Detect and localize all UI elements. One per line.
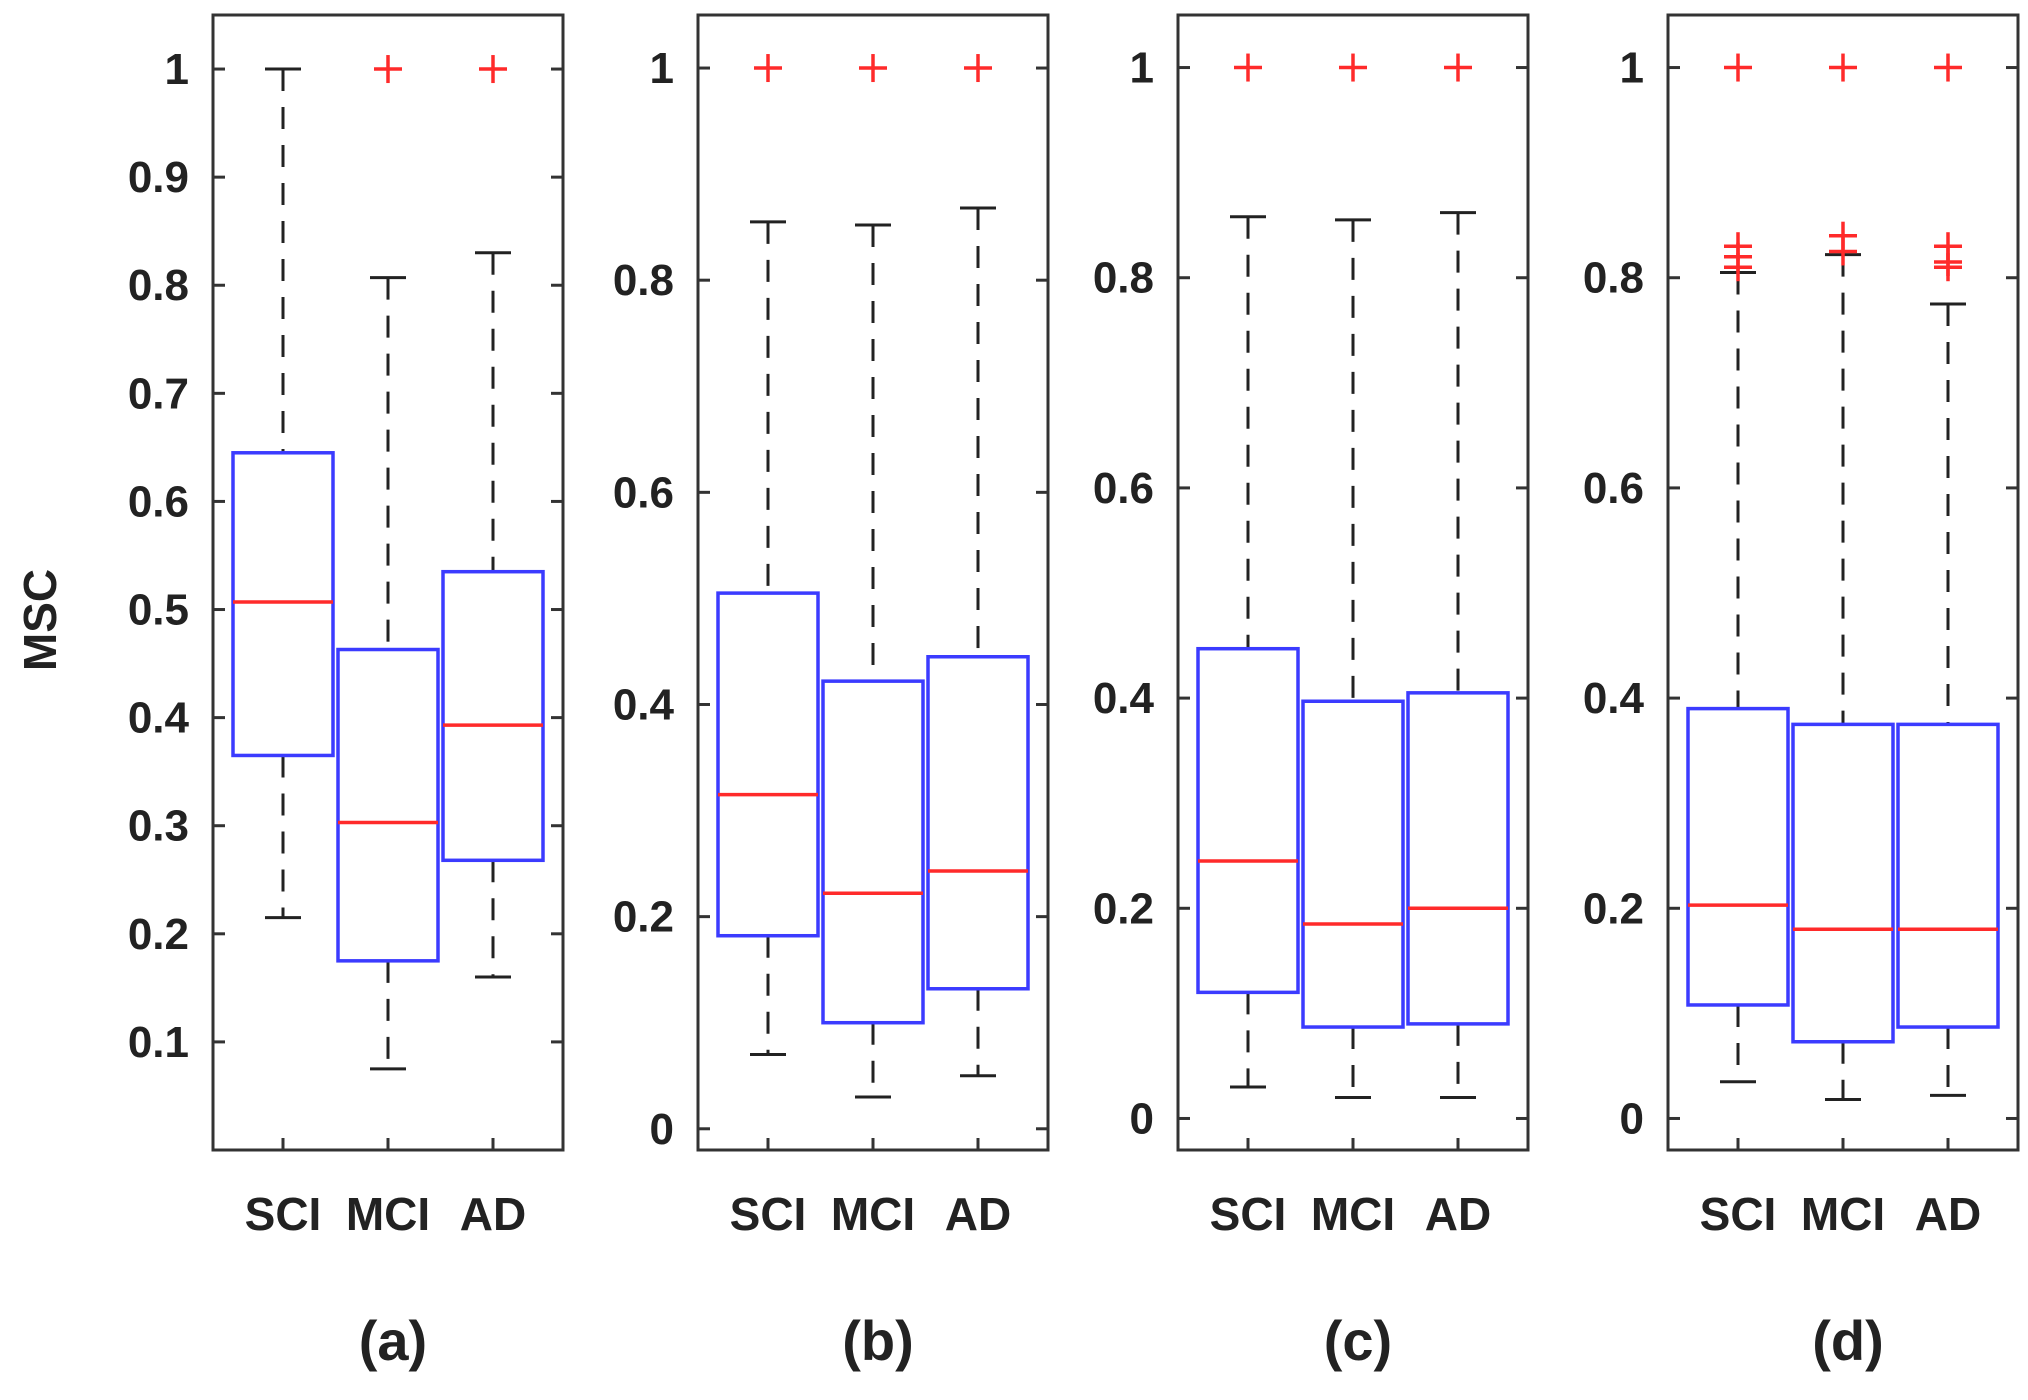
panel-caption: (d) [1812,1309,1884,1372]
panel-caption: (c) [1324,1309,1392,1372]
y-tick-label: 1 [650,44,674,93]
x-tick-label-sci: SCI [1700,1188,1777,1240]
box-ad [441,569,545,863]
y-tick-label: 1 [1130,44,1154,93]
x-tick-label-ad: AD [1425,1188,1491,1240]
box-sci [231,451,335,758]
y-tick-label: 0.4 [1583,674,1645,723]
y-axis-label: MSC [14,569,66,671]
y-tick-label: 0 [650,1105,674,1154]
y-tick-label: 0.4 [1093,674,1155,723]
x-tick-label-mci: MCI [1801,1188,1885,1240]
outlier-sci [1234,53,1262,82]
y-tick-label: 0.2 [128,910,189,959]
y-tick-label: 0.1 [128,1018,189,1067]
outlier-sci [754,54,782,83]
box-mci [821,679,925,1025]
y-tick-label: 1 [1620,44,1644,93]
y-tick-label: 0.8 [1093,254,1154,303]
outlier-ad [1934,53,1962,82]
x-tick-label-sci: SCI [245,1188,322,1240]
y-tick-label: 0 [1130,1094,1154,1143]
panel-caption: (b) [842,1309,914,1372]
x-tick-label-mci: MCI [346,1188,430,1240]
box-sci [716,591,820,938]
y-tick-label: 0.7 [128,369,189,418]
y-tick-label: 0.8 [613,256,674,305]
y-tick-label: 0.9 [128,153,189,202]
y-tick-label: 0.3 [128,802,189,851]
outlier-ad [1444,53,1472,82]
x-tick-label-mci: MCI [1311,1188,1395,1240]
outlier-sci [1724,53,1752,82]
box-sci [1686,706,1790,1007]
y-tick-label: 0.6 [613,468,674,517]
box-ad [1896,722,2000,1029]
box-sci [1196,646,1300,995]
y-tick-label: 0.6 [128,477,189,526]
panel-c: 0 0.2 0.4 0.6 0.8 1 SCI MCI AD (c) [1093,13,1530,1372]
outlier-mci [859,54,887,83]
x-tick-label-sci: SCI [1210,1188,1287,1240]
y-tick-label: 0 [1620,1094,1644,1143]
y-tick-label: 0.4 [613,680,675,729]
y-tick-label: 0.5 [128,586,189,635]
box-mci [1301,699,1405,1029]
panel-d: 0 0.2 0.4 0.6 0.8 1 SCI MCI AD (d) [1583,13,2020,1372]
y-tick-label: 0.4 [128,694,190,743]
outlier-mci [1829,221,1857,250]
x-tick-label-ad: AD [1915,1188,1981,1240]
x-tick-label-mci: MCI [831,1188,915,1240]
y-tick-label: 0.6 [1583,464,1644,513]
box-ad [1406,691,1510,1026]
outlier-sci [1724,232,1752,261]
outlier-ad [964,54,992,83]
y-tick-label: 0.6 [1093,464,1154,513]
panel-b: 0 0.2 0.4 0.6 0.8 1 SCI MCI AD (b) [613,13,1050,1372]
box-ad [926,655,1030,991]
x-tick-label-ad: AD [945,1188,1011,1240]
outlier-ad [1934,232,1962,261]
panel-caption: (a) [359,1309,427,1372]
y-tick-label: 1 [165,45,189,94]
outlier-mci [374,55,402,84]
y-tick-label: 0.8 [128,261,189,310]
panel-a: 0.1 0.2 0.3 0.4 0.5 0.6 0.7 0.8 0.9 1 SCI MCI AD (a) [128,13,565,1372]
y-tick-label: 0.2 [613,893,674,942]
x-tick-label-sci: SCI [730,1188,807,1240]
y-tick-label: 0.2 [1093,884,1154,933]
x-tick-label-ad: AD [460,1188,526,1240]
box-mci [1791,722,1895,1044]
box-mci [336,647,440,963]
y-tick-label: 0.2 [1583,884,1644,933]
y-tick-label: 0.8 [1583,254,1644,303]
outlier-ad [479,55,507,84]
outlier-mci [1339,53,1367,82]
outlier-mci [1829,53,1857,82]
